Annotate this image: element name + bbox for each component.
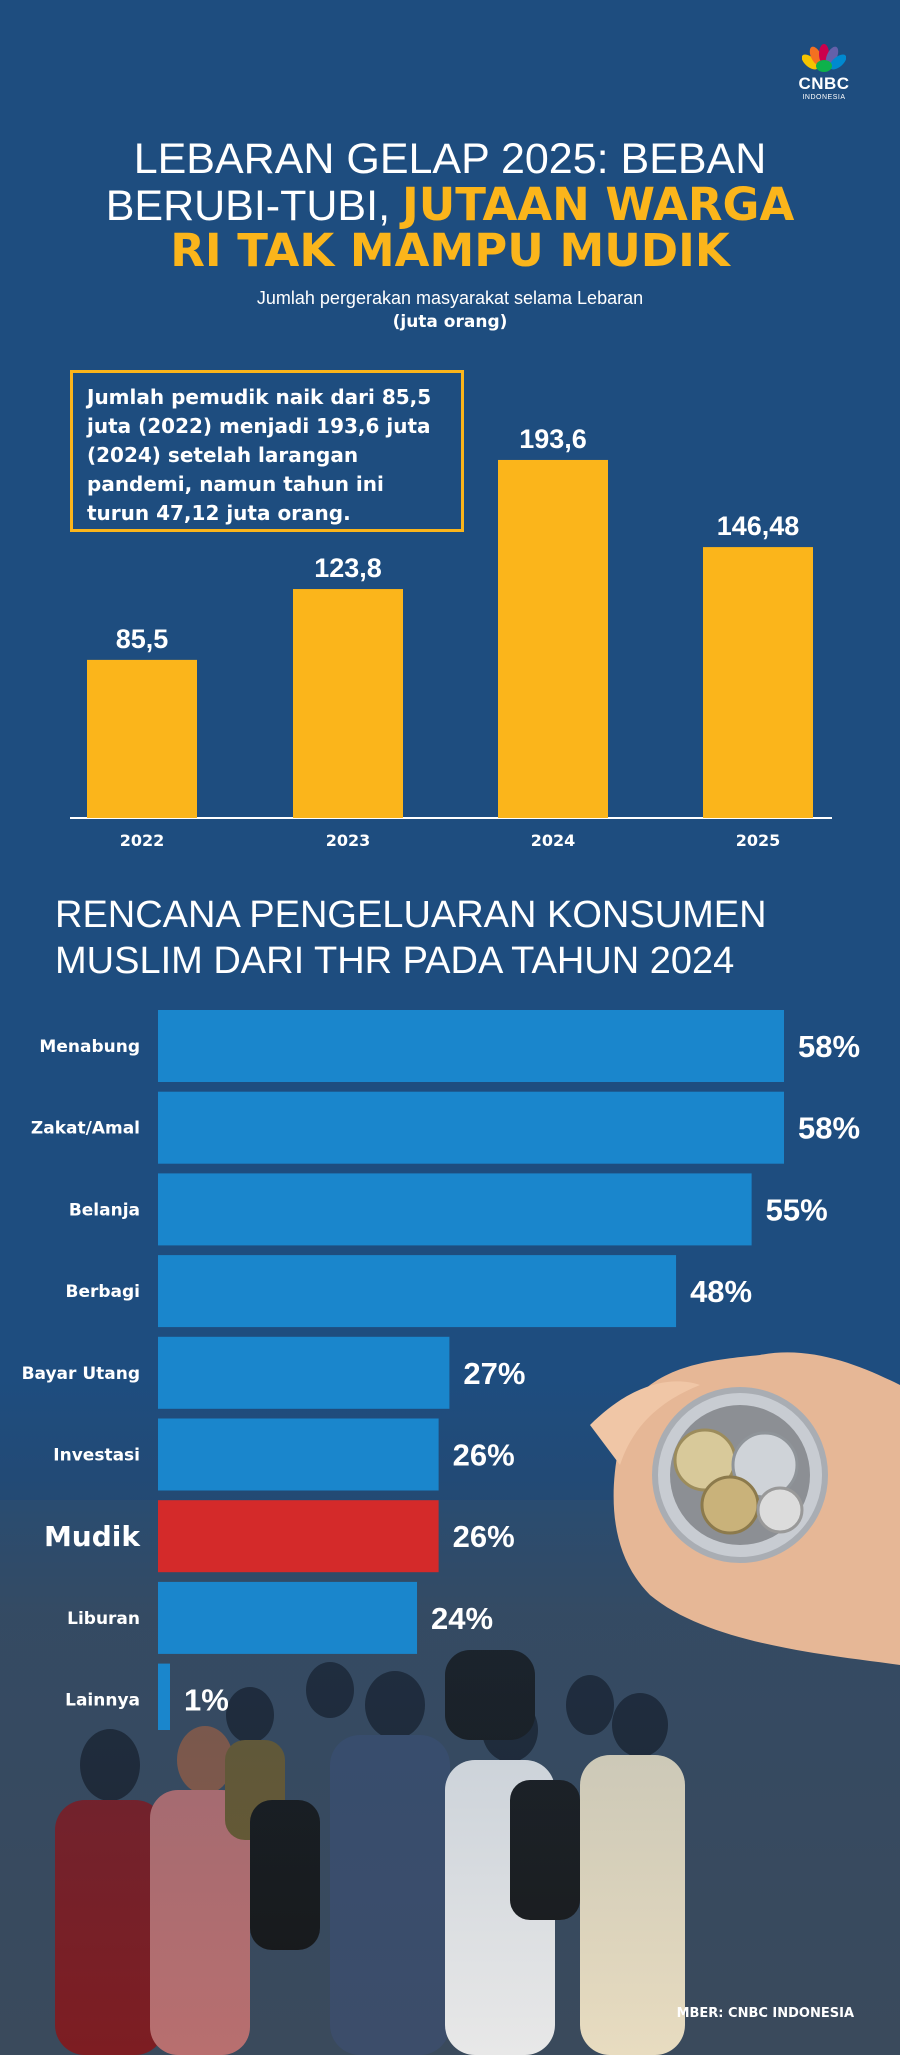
bar-2022 (87, 659, 197, 818)
cnbc-logo: CNBC INDONESIA (788, 44, 860, 108)
hbar-berbagi (158, 1255, 677, 1328)
bar-value-label: 123,8 (314, 553, 382, 583)
bar-2023 (293, 589, 403, 818)
category-label: Bayar Utang (22, 1364, 140, 1384)
category-label: Zakat/Amal (31, 1119, 140, 1139)
hbar-value-label: 26% (453, 1438, 515, 1473)
bar-value-label: 193,6 (519, 424, 587, 454)
coin-jar-illustration (590, 1352, 900, 1665)
hbar-zakat-amal (158, 1091, 784, 1164)
hbar-bayar-utang (158, 1336, 450, 1409)
headline-line-3: RI TAK MAMPU MUDIK (170, 224, 730, 277)
logo-subtext: INDONESIA (802, 94, 846, 101)
category-label: Belanja (69, 1200, 140, 1220)
source-credit: MBER: CNBC INDONESIA (676, 2006, 854, 2021)
hbar-value-label: 58% (798, 1029, 860, 1064)
hbar-value-label: 55% (766, 1192, 828, 1227)
chart-subtitle: Jumlah pergerakan masyarakat selama Leba… (256, 288, 644, 308)
headline-line-2-white: BERUBI-TUBI, (105, 182, 402, 230)
hbar-menabung (158, 1010, 784, 1082)
headline-line-2: BERUBI-TUBI, JUTAAN WARGA (0, 182, 900, 228)
category-label: Berbagi (65, 1282, 140, 1302)
category-label: Mudik (44, 1520, 141, 1553)
callout-box: Jumlah pemudik naik dari 85,5 juta (2022… (70, 370, 464, 532)
bar-value-label: 85,5 (116, 624, 169, 654)
category-label: Menabung (39, 1037, 140, 1057)
thr-spending-bar-chart: Menabung 58% Zakat/Amal 58% Belanja 55% Berbag… (22, 1010, 860, 1730)
chart-unit: (juta orang) (392, 312, 508, 332)
headline-line-1: LEBARAN GELAP 2025: BEBAN (133, 135, 767, 183)
hbar-value-label: 24% (431, 1601, 493, 1636)
headline-line-2-yellow: JUTAAN WARGA (401, 178, 795, 231)
hbar-value-label: 1% (184, 1683, 229, 1718)
category-label: Investasi (53, 1446, 140, 1466)
x-tick-label: 2022 (120, 831, 165, 850)
category-label: Liburan (67, 1609, 140, 1629)
peacock-icon (802, 44, 846, 72)
category-label: Lainnya (65, 1691, 140, 1711)
section-title-line-1: RENCANA PENGELUARAN KONSUMEN (55, 894, 767, 936)
section-title: RENCANA PENGELUARAN KONSUMEN MUSLIM DARI… (55, 892, 875, 984)
hbar-belanja (158, 1173, 752, 1246)
hbar-value-label: 26% (453, 1519, 515, 1554)
bar-2025 (703, 547, 813, 818)
hbar-liburan (158, 1581, 418, 1654)
bar-2024 (498, 459, 608, 818)
section-title-line-2: MUSLIM DARI THR PADA TAHUN 2024 (55, 940, 735, 982)
hbar-value-label: 58% (798, 1111, 860, 1146)
x-tick-label: 2024 (531, 831, 576, 850)
hbar-lainnya (158, 1663, 170, 1730)
x-tick-label: 2023 (326, 831, 371, 850)
x-tick-label: 2025 (736, 831, 781, 850)
hbar-value-label: 48% (690, 1274, 752, 1309)
hbar-mudik (158, 1500, 439, 1573)
logo-text: CNBC (798, 74, 850, 93)
hbar-investasi (158, 1418, 439, 1491)
bar-value-label: 146,48 (717, 511, 800, 541)
hbar-value-label: 27% (463, 1356, 525, 1391)
